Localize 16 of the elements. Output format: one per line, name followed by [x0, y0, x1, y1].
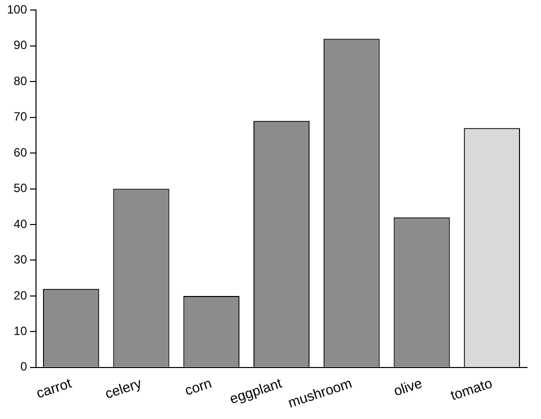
y-tick-label: 20 — [14, 288, 28, 302]
y-tick-label: 40 — [14, 216, 28, 231]
y-tick-label: 70 — [14, 110, 28, 124]
x-tick-label: olive — [392, 374, 424, 399]
y-tick-label: 60 — [14, 145, 28, 160]
y-tick-label: 100 — [6, 2, 28, 17]
y-tick-label: 50 — [14, 181, 28, 196]
y-tick-label: 90 — [14, 38, 28, 52]
y-tick-label: 30 — [14, 252, 28, 267]
x-tick-label: tomato — [448, 374, 494, 404]
y-tick-label: 10 — [14, 324, 28, 338]
x-tick-label: carrot — [34, 374, 74, 402]
x-tick-label: corn — [182, 374, 214, 398]
y-tick-label: 0 — [20, 360, 28, 374]
y-tick-label: 80 — [14, 74, 28, 88]
x-tick-label: celery — [102, 374, 144, 402]
